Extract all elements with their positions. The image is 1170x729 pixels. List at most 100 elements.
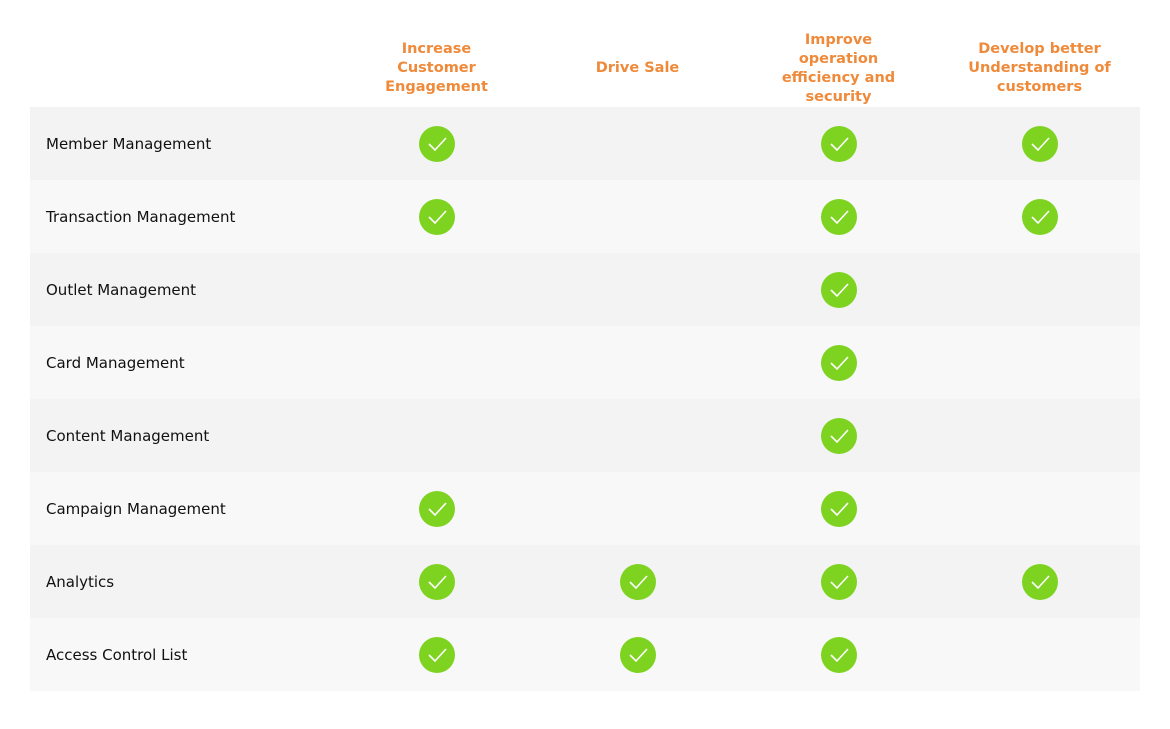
check-mark bbox=[1030, 574, 1050, 589]
check-mark bbox=[829, 209, 849, 224]
check-circle bbox=[1021, 125, 1058, 162]
header-cell: Increase Customer Engagement bbox=[336, 30, 537, 107]
check-circle bbox=[820, 198, 857, 235]
table-cell bbox=[336, 253, 537, 326]
check-mark bbox=[628, 574, 648, 589]
table-cell bbox=[939, 180, 1140, 253]
table-cell bbox=[939, 618, 1140, 691]
header-text: Improve operation efficiency and securit… bbox=[781, 31, 896, 105]
check-icon bbox=[619, 636, 656, 673]
check-circle bbox=[1021, 563, 1058, 600]
row-label: Card Management bbox=[46, 353, 185, 372]
header-spacer bbox=[30, 30, 336, 107]
table-cell bbox=[738, 545, 939, 618]
table-cell bbox=[939, 107, 1140, 180]
check-circle bbox=[820, 344, 857, 381]
table-cell bbox=[336, 545, 537, 618]
table-cell bbox=[939, 545, 1140, 618]
feature-table: Increase Customer Engagement Drive Sale Im… bbox=[30, 30, 1140, 691]
check-icon bbox=[619, 563, 656, 600]
check-mark bbox=[829, 355, 849, 370]
check-icon bbox=[418, 490, 455, 527]
table-row: Analytics bbox=[30, 545, 1140, 618]
check-icon bbox=[820, 417, 857, 454]
table-row: Content Management bbox=[30, 399, 1140, 472]
check-circle bbox=[418, 563, 455, 600]
table-row: Transaction Management bbox=[30, 180, 1140, 253]
check-mark bbox=[829, 647, 849, 662]
check-mark bbox=[427, 136, 447, 151]
table-row: Campaign Management bbox=[30, 472, 1140, 545]
table-cell bbox=[939, 472, 1140, 545]
check-icon bbox=[820, 271, 857, 308]
header-text: Develop better Understanding of customer… bbox=[968, 41, 1111, 95]
check-mark bbox=[427, 209, 447, 224]
table-cell bbox=[939, 253, 1140, 326]
header-row: Increase Customer Engagement Drive Sale Im… bbox=[30, 30, 1140, 107]
row-label: Analytics bbox=[46, 572, 115, 591]
check-icon bbox=[820, 198, 857, 235]
row-label: Member Management bbox=[46, 134, 212, 153]
table-cell bbox=[537, 253, 738, 326]
check-mark bbox=[427, 574, 447, 589]
table-row: Outlet Management bbox=[30, 253, 1140, 326]
row-label: Content Management bbox=[46, 426, 210, 445]
check-icon bbox=[1021, 563, 1058, 600]
row-label: Access Control List bbox=[46, 645, 188, 664]
check-circle bbox=[820, 636, 857, 673]
table-cell bbox=[738, 326, 939, 399]
table-cell bbox=[537, 399, 738, 472]
check-circle bbox=[820, 125, 857, 162]
header-text: Drive Sale bbox=[595, 60, 680, 76]
table-cell bbox=[738, 180, 939, 253]
table-cell bbox=[336, 326, 537, 399]
check-icon bbox=[820, 125, 857, 162]
check-circle bbox=[1021, 198, 1058, 235]
check-mark bbox=[1030, 209, 1050, 224]
row-label: Transaction Management bbox=[46, 207, 236, 226]
table-cell bbox=[336, 472, 537, 545]
table-cell bbox=[738, 618, 939, 691]
check-circle bbox=[619, 636, 656, 673]
check-icon bbox=[418, 563, 455, 600]
check-circle bbox=[820, 490, 857, 527]
check-icon bbox=[820, 636, 857, 673]
check-icon bbox=[1021, 125, 1058, 162]
table-cell bbox=[537, 618, 738, 691]
table-row: Card Management bbox=[30, 326, 1140, 399]
header-cell: Develop better Understanding of customer… bbox=[939, 30, 1140, 107]
check-circle bbox=[418, 636, 455, 673]
table-cell bbox=[537, 472, 738, 545]
table-cell bbox=[336, 618, 537, 691]
header-cell: Improve operation efficiency and securit… bbox=[738, 30, 939, 107]
check-mark bbox=[829, 501, 849, 516]
table-row: Access Control List bbox=[30, 618, 1140, 691]
check-mark bbox=[829, 428, 849, 443]
check-mark bbox=[829, 136, 849, 151]
check-mark bbox=[628, 647, 648, 662]
table-cell bbox=[336, 399, 537, 472]
table-cell bbox=[738, 472, 939, 545]
table-cell bbox=[738, 253, 939, 326]
check-icon bbox=[1021, 198, 1058, 235]
table-cell bbox=[336, 107, 537, 180]
table-body: Member Management Transaction Management O… bbox=[30, 107, 1140, 691]
table-cell bbox=[738, 399, 939, 472]
check-icon bbox=[418, 198, 455, 235]
check-mark bbox=[829, 282, 849, 297]
check-icon bbox=[820, 490, 857, 527]
check-icon bbox=[820, 563, 857, 600]
check-circle bbox=[820, 563, 857, 600]
table-cell bbox=[537, 180, 738, 253]
check-circle bbox=[418, 490, 455, 527]
check-icon bbox=[418, 125, 455, 162]
check-icon bbox=[820, 344, 857, 381]
row-label: Outlet Management bbox=[46, 280, 197, 299]
header-cell: Drive Sale bbox=[537, 30, 738, 107]
check-mark bbox=[427, 501, 447, 516]
check-circle bbox=[418, 198, 455, 235]
check-circle bbox=[820, 417, 857, 454]
check-icon bbox=[418, 636, 455, 673]
table-cell bbox=[939, 399, 1140, 472]
table-cell bbox=[537, 545, 738, 618]
